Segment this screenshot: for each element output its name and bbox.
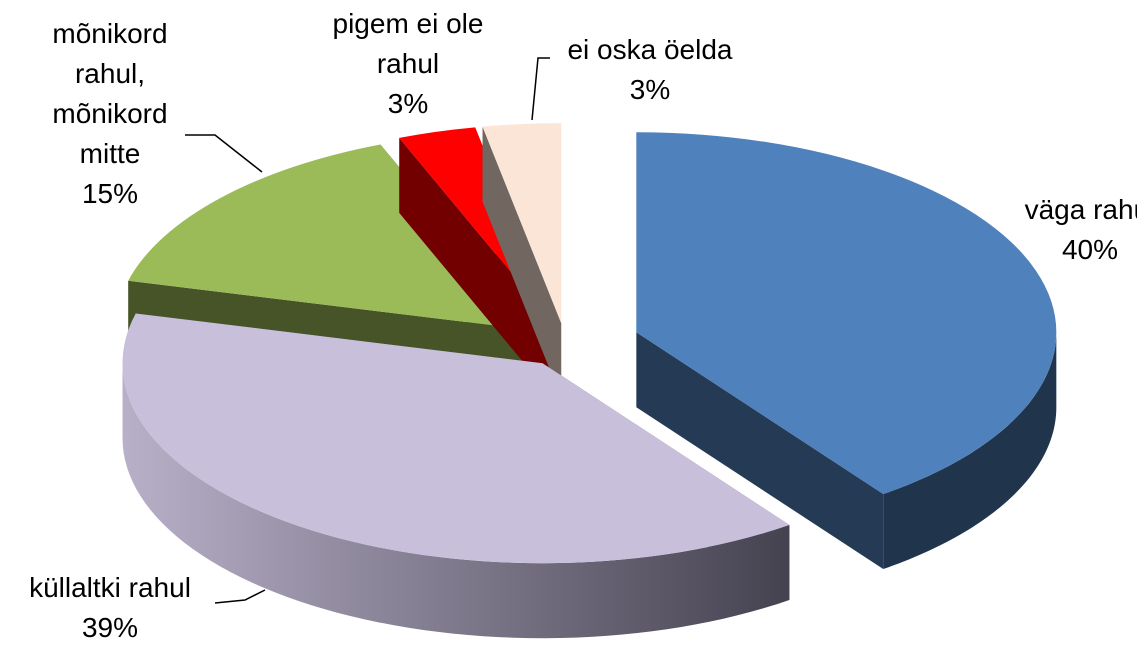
category-label: küllaltki rahul [29,572,191,603]
slice-wall [122,363,790,639]
value-label: 15% [81,178,139,209]
pie-slice [482,123,562,399]
slice-top [482,123,562,324]
slice-side [399,137,554,399]
value-label: 40% [1061,234,1119,265]
slice-top [122,313,790,564]
data-label: pigem ei ole rahul 3% [313,4,503,124]
category-label: mõnikord rahul, mõnikord mitte [52,18,168,169]
value-label: 3% [387,88,429,119]
pie-slice [636,132,1057,570]
slice-side [636,332,884,570]
pie-slice [122,313,790,639]
value-label: 39% [81,612,139,643]
data-label: väga rahul 40% [990,190,1137,270]
data-label: küllaltki rahul 39% [0,568,230,648]
category-label: ei oska öelda [567,34,733,65]
data-label: ei oska öelda 3% [540,30,760,110]
leader-line [185,134,263,173]
leader-line [214,589,266,604]
leader-line [531,57,550,121]
slice-top [128,144,535,331]
data-label: mõnikord rahul, mõnikord mitte 15% [20,14,200,214]
slice-side [482,126,562,399]
slice-wall [883,332,1057,570]
category-label: pigem ei ole rahul [332,8,484,79]
category-label: väga rahul [1024,194,1137,225]
slice-top [636,132,1057,495]
value-label: 3% [629,74,671,105]
